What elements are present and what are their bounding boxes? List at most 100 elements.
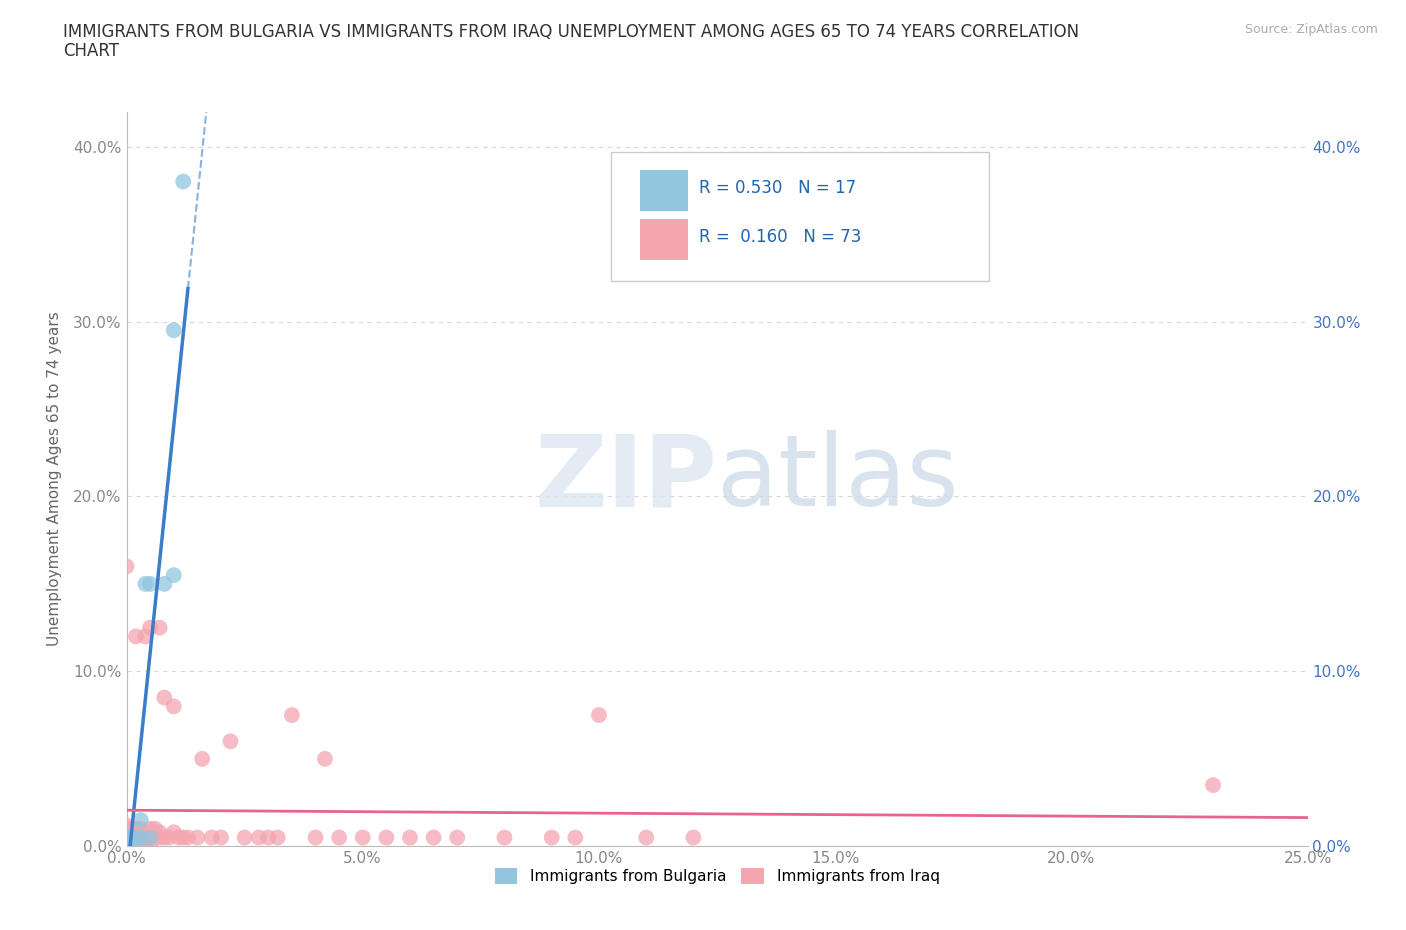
Point — [115, 825, 138, 840]
Point — [120, 821, 142, 836]
Text: IMMIGRANTS FROM BULGARIA VS IMMIGRANTS FROM IRAQ UNEMPLOYMENT AMONG AGES 65 TO 7: IMMIGRANTS FROM BULGARIA VS IMMIGRANTS F… — [63, 23, 1080, 41]
Point — [143, 830, 166, 845]
Point — [149, 620, 172, 635]
Point — [115, 830, 138, 845]
Point — [172, 174, 194, 189]
Text: ZIP: ZIP — [534, 431, 717, 527]
Point — [120, 839, 142, 854]
Point — [129, 821, 152, 836]
Point — [163, 323, 186, 338]
Point — [129, 825, 152, 840]
Point — [120, 830, 142, 845]
Text: Source: ZipAtlas.com: Source: ZipAtlas.com — [1244, 23, 1378, 36]
Point — [129, 830, 152, 845]
Point — [115, 559, 138, 574]
Point — [115, 830, 138, 845]
Point — [163, 699, 186, 714]
Point — [129, 830, 152, 845]
Point — [125, 839, 148, 854]
Point — [134, 577, 156, 591]
Point — [125, 825, 148, 840]
Point — [115, 830, 138, 845]
Point — [422, 830, 444, 845]
Point — [120, 830, 142, 845]
Point — [257, 830, 280, 845]
Point — [209, 830, 232, 845]
Point — [352, 830, 374, 845]
Point — [139, 830, 162, 845]
Point — [115, 839, 138, 854]
Point — [115, 821, 138, 836]
Point — [134, 825, 156, 840]
Point — [139, 821, 162, 836]
Point — [129, 813, 152, 828]
Point — [328, 830, 350, 845]
Point — [134, 839, 156, 854]
Point — [115, 839, 138, 854]
Point — [588, 708, 610, 723]
Point — [125, 830, 148, 845]
Point — [375, 830, 398, 845]
Text: R =  0.160   N = 73: R = 0.160 N = 73 — [699, 228, 862, 246]
Point — [233, 830, 256, 845]
Point — [157, 830, 180, 845]
Point — [125, 629, 148, 644]
FancyBboxPatch shape — [610, 152, 988, 281]
Point — [134, 629, 156, 644]
Point — [153, 577, 176, 591]
Text: atlas: atlas — [717, 431, 959, 527]
Point — [115, 839, 138, 854]
Point — [172, 830, 194, 845]
Point — [115, 839, 138, 854]
Point — [636, 830, 658, 845]
Point — [115, 817, 138, 832]
Point — [167, 830, 190, 845]
Point — [115, 830, 138, 845]
Bar — [640, 170, 688, 210]
Point — [115, 839, 138, 854]
Point — [129, 839, 152, 854]
Point — [200, 830, 222, 845]
Point — [281, 708, 304, 723]
Y-axis label: Unemployment Among Ages 65 to 74 years: Unemployment Among Ages 65 to 74 years — [46, 312, 62, 646]
Point — [120, 821, 142, 836]
Point — [149, 830, 172, 845]
Point — [682, 830, 704, 845]
Point — [153, 830, 176, 845]
Point — [125, 830, 148, 845]
Point — [186, 830, 208, 845]
Point — [163, 567, 186, 582]
Point — [129, 830, 152, 845]
Point — [219, 734, 242, 749]
Point — [134, 830, 156, 845]
Point — [153, 690, 176, 705]
Point — [267, 830, 290, 845]
Point — [494, 830, 516, 845]
Point — [564, 830, 586, 845]
Point — [540, 830, 562, 845]
Text: R = 0.530   N = 17: R = 0.530 N = 17 — [699, 179, 856, 197]
Point — [399, 830, 422, 845]
Point — [177, 830, 200, 845]
Point — [139, 620, 162, 635]
Point — [120, 830, 142, 845]
Point — [163, 825, 186, 840]
Point — [115, 830, 138, 845]
Point — [115, 839, 138, 854]
Point — [139, 825, 162, 840]
Point — [143, 821, 166, 836]
Point — [139, 830, 162, 845]
Point — [139, 839, 162, 854]
Point — [191, 751, 214, 766]
Point — [446, 830, 468, 845]
Text: CHART: CHART — [63, 42, 120, 60]
Point — [247, 830, 270, 845]
Point — [1202, 777, 1225, 792]
Point — [304, 830, 326, 845]
Point — [125, 821, 148, 836]
Point — [149, 825, 172, 840]
Point — [139, 577, 162, 591]
Point — [314, 751, 336, 766]
Legend: Immigrants from Bulgaria, Immigrants from Iraq: Immigrants from Bulgaria, Immigrants fro… — [488, 862, 946, 890]
Point — [120, 830, 142, 845]
